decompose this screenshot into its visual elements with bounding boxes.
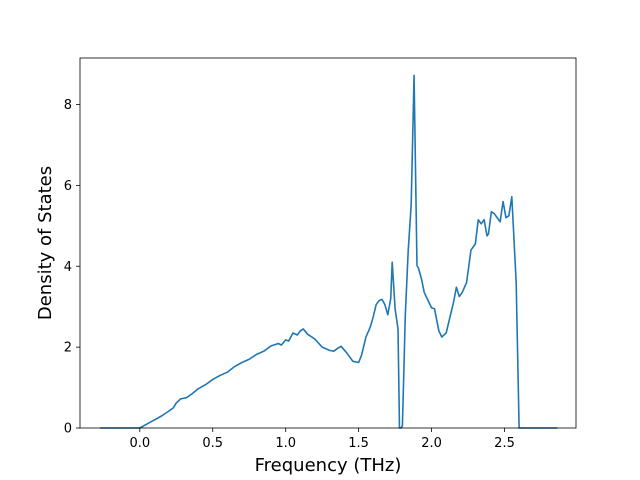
x-tick-label: 1.0 <box>275 436 296 451</box>
x-tick-label: 1.5 <box>348 436 369 451</box>
y-tick-label: 0 <box>64 422 72 437</box>
y-tick-label: 4 <box>64 260 72 275</box>
x-tick-label: 2.0 <box>421 436 442 451</box>
x-axis-title: Frequency (THz) <box>255 455 402 476</box>
plot-area <box>99 74 558 429</box>
y-axis-title: Density of States <box>35 166 56 320</box>
y-tick-label: 2 <box>64 341 72 356</box>
x-axis-ticks: 0.0 0.5 1.0 1.5 2.0 2.5 <box>129 428 515 451</box>
dos-series-line-0 <box>99 74 558 429</box>
x-tick-label: 0.5 <box>202 436 223 451</box>
y-tick-label: 8 <box>64 98 72 113</box>
plot-frame <box>79 57 577 429</box>
y-tick-label: 6 <box>64 179 72 194</box>
y-axis-ticks: 0 2 4 6 8 <box>64 98 80 437</box>
x-tick-label: 2.5 <box>494 436 515 451</box>
x-tick-label: 0.0 <box>129 436 150 451</box>
